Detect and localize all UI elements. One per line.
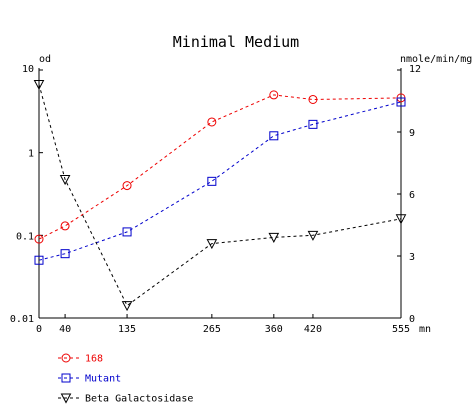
data-point <box>308 94 318 104</box>
right-tick-label: 9 <box>409 128 415 139</box>
x-tick-label: 265 <box>203 324 221 335</box>
data-point <box>396 97 406 107</box>
data-point <box>33 79 45 91</box>
legend-label: Beta Galactosidase <box>85 394 193 405</box>
left-axis-label: od <box>39 54 51 65</box>
data-point <box>60 221 70 231</box>
data-point <box>395 214 407 225</box>
left-tick-label: 0.01 <box>10 314 34 325</box>
series-line <box>38 94 402 240</box>
x-axis-label: mn <box>419 324 431 335</box>
legend-label: 168 <box>85 354 103 365</box>
right-tick-label: 0 <box>409 314 415 325</box>
series-layer <box>33 79 407 312</box>
series-2 <box>33 79 407 312</box>
series-line <box>38 101 402 261</box>
axes: 0.01 0.1 1 10 0 3 6 9 12 0 40 135 265 360 420 555 <box>10 64 421 335</box>
right-axis-label: nmole/min/mg <box>400 54 472 65</box>
x-tick-label: 135 <box>118 324 136 335</box>
legend-label: Mutant <box>85 374 121 385</box>
data-point <box>268 232 280 243</box>
data-point <box>269 90 279 100</box>
data-point <box>122 181 132 191</box>
legend-marker <box>61 353 71 363</box>
series-line <box>38 84 402 307</box>
legend-marker <box>61 373 71 383</box>
series-0 <box>34 90 406 244</box>
chart-title: Minimal Medium <box>173 33 299 51</box>
left-tick-label: 0.1 <box>16 231 34 242</box>
x-tick-label: 40 <box>59 324 71 335</box>
left-tick-label: 10 <box>22 64 34 75</box>
data-point <box>307 230 319 241</box>
data-point <box>122 227 132 237</box>
right-tick-label: 12 <box>409 64 421 75</box>
data-point <box>207 176 217 186</box>
data-point <box>34 255 44 265</box>
legend-item: Beta Galactosidase <box>58 393 193 405</box>
data-point <box>206 239 218 250</box>
data-point <box>269 131 279 141</box>
data-point <box>308 119 318 129</box>
left-tick-label: 1 <box>28 149 34 160</box>
x-tick-label: 555 <box>392 324 410 335</box>
legend: 168 Mutant Beta Galactosidase <box>58 353 193 405</box>
x-tick-label: 0 <box>36 324 42 335</box>
legend-marker <box>60 393 72 404</box>
data-point <box>59 175 71 186</box>
x-tick-label: 420 <box>304 324 322 335</box>
data-point <box>207 117 217 127</box>
data-point <box>34 234 44 244</box>
data-point <box>60 249 70 259</box>
legend-item: Mutant <box>58 373 121 385</box>
right-tick-label: 6 <box>409 190 415 201</box>
data-point <box>121 301 133 312</box>
x-tick-label: 360 <box>265 324 283 335</box>
right-tick-label: 3 <box>409 252 415 263</box>
legend-item: 168 <box>58 353 103 365</box>
series-1 <box>34 97 406 265</box>
